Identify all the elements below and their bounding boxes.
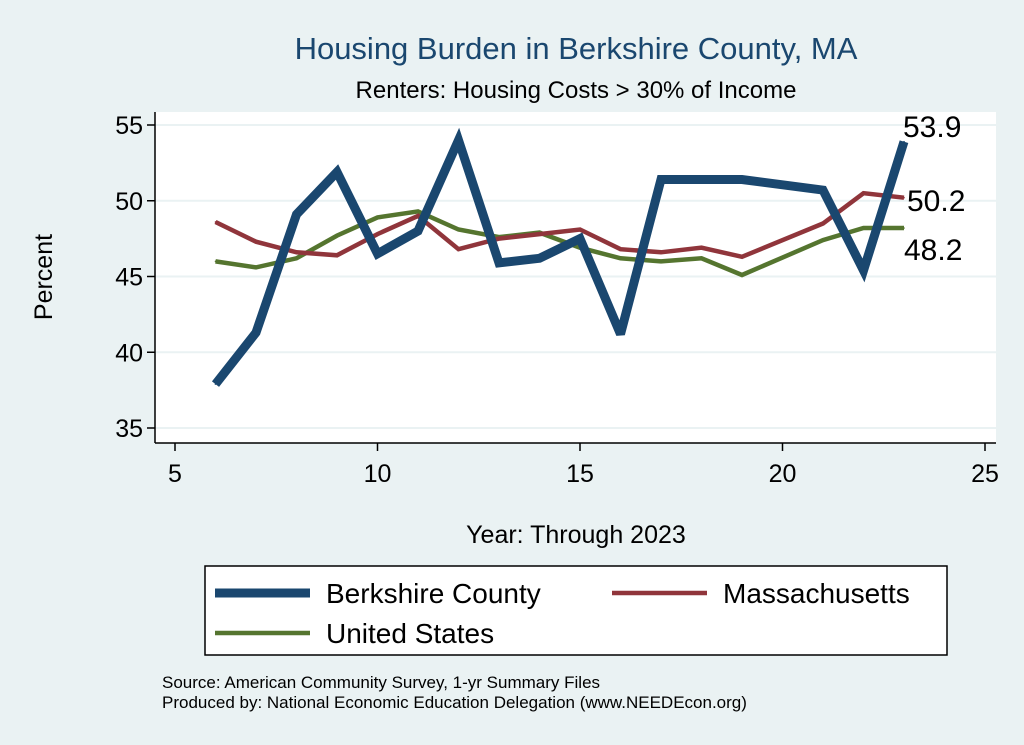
data-point — [862, 269, 865, 272]
data-point — [376, 252, 379, 255]
y-tick-label: 50 — [115, 188, 143, 216]
y-tick-label: 45 — [115, 264, 143, 292]
legend: Berkshire County Massachusetts United Stat… — [204, 565, 948, 656]
end-label-berkshire-county: 53.9 — [903, 111, 961, 144]
y-axis: 35 40 45 50 55 — [115, 112, 156, 443]
data-point — [498, 237, 500, 240]
x-tick-label: 20 — [769, 460, 797, 488]
legend-label: Berkshire County — [326, 578, 541, 609]
data-point — [822, 222, 824, 225]
data-point — [255, 266, 257, 269]
data-point — [214, 383, 217, 385]
data-point — [822, 189, 824, 191]
data-point — [700, 257, 703, 260]
source-note: Source: American Community Survey, 1-yr … — [162, 673, 600, 692]
x-tick-label: 15 — [566, 460, 594, 488]
end-label-united-states: 48.2 — [904, 234, 962, 267]
data-point — [538, 257, 541, 260]
data-point — [619, 257, 622, 260]
data-point — [376, 233, 379, 235]
data-point — [336, 171, 338, 173]
data-point — [295, 257, 298, 260]
series-lines — [211, 127, 909, 387]
legend-label: United States — [326, 618, 494, 649]
data-point — [619, 248, 622, 251]
x-tick-label: 5 — [168, 460, 182, 488]
data-point — [741, 256, 743, 258]
data-point — [700, 246, 703, 249]
data-point — [417, 215, 419, 217]
legend-box — [204, 565, 948, 656]
y-tick-label: 55 — [115, 112, 143, 140]
data-point — [457, 139, 460, 141]
data-point — [660, 260, 662, 263]
data-point — [417, 230, 419, 232]
data-point — [862, 192, 865, 194]
chart-title: Housing Burden in Berkshire County, MA — [295, 31, 858, 66]
data-point — [579, 228, 581, 231]
data-point — [295, 213, 298, 216]
data-point — [903, 227, 905, 229]
end-label-massachusetts: 50.2 — [907, 185, 965, 218]
data-point — [255, 240, 257, 243]
x-axis-title: Year: Through 2023 — [466, 521, 686, 549]
chart-subtitle: Renters: Housing Costs > 30% of Income — [356, 77, 797, 104]
data-point — [255, 331, 257, 334]
data-point — [336, 234, 338, 237]
data-point — [214, 221, 217, 223]
data-point — [903, 196, 905, 199]
data-point — [538, 233, 541, 235]
data-point — [498, 262, 500, 264]
x-tick-label: 25 — [971, 460, 999, 488]
y-axis-title: Percent — [30, 234, 58, 320]
data-point — [741, 178, 743, 181]
data-point — [417, 210, 419, 213]
data-point — [579, 237, 581, 240]
x-tick-label: 10 — [364, 460, 392, 488]
data-point — [862, 227, 865, 229]
data-point — [457, 228, 460, 231]
data-point — [295, 251, 298, 254]
data-point — [376, 216, 379, 219]
grid-lines — [155, 124, 996, 429]
data-point — [903, 140, 905, 143]
data-point — [457, 248, 460, 251]
data-point — [700, 178, 703, 181]
data-point — [214, 260, 217, 263]
y-tick-label: 35 — [115, 415, 143, 443]
data-point — [741, 274, 743, 276]
end-labels: 53.9 50.2 48.2 — [903, 111, 965, 267]
legend-label: Massachusetts — [723, 578, 910, 609]
x-axis: 5 10 15 20 25 — [155, 442, 999, 488]
data-point — [660, 178, 662, 181]
producer-note: Produced by: National Economic Education… — [162, 693, 747, 712]
data-point — [336, 254, 338, 257]
y-tick-label: 40 — [115, 339, 143, 367]
data-point — [660, 251, 662, 254]
data-point — [619, 333, 622, 335]
data-point — [822, 239, 824, 241]
